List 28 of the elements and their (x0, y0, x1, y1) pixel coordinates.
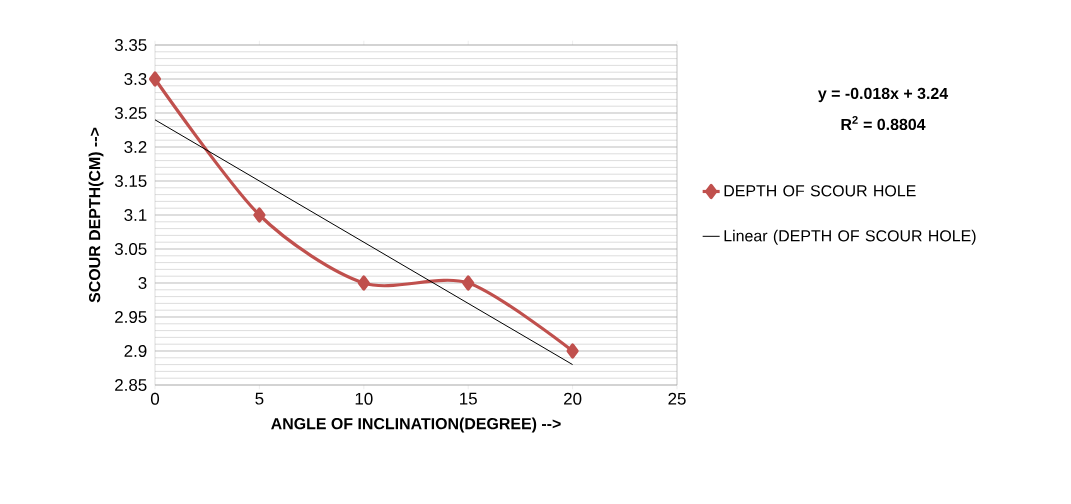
x-axis-title: ANGLE OF INCLINATION(DEGREE) --> (271, 417, 561, 433)
x-tick-label: 15 (460, 392, 477, 405)
y-tick-label: 3.35 (114, 39, 147, 51)
legend-label: Linear (DEPTH OF SCOUR HOLE) (724, 229, 976, 245)
point (253, 207, 266, 223)
x-tick-label: 20 (564, 392, 582, 405)
y-tick-label: 2.9 (124, 345, 147, 357)
point (566, 343, 579, 359)
y-tick-label: 2.95 (115, 311, 147, 323)
y-tick-label: 3.15 (114, 175, 147, 187)
y-axis-title: SCOUR DEPTH(CM) --> (88, 127, 104, 303)
y-tick-label: 3.05 (114, 243, 147, 255)
point (462, 275, 475, 291)
x-tick-label: 25 (668, 392, 686, 405)
x-tick-label: 10 (355, 392, 373, 405)
x-tick-label: 5 (255, 392, 264, 405)
y-tick-label: 3.1 (124, 209, 147, 221)
y-tick-label: 2.85 (115, 379, 147, 391)
x-tick-label: 0 (150, 392, 160, 405)
point (357, 275, 370, 291)
y-tick-label: 3.2 (124, 141, 147, 153)
text: y = -0.018x + 3.24 (817, 87, 949, 103)
text: R$^{2}$ = 0.8804 (841, 115, 926, 131)
legend-label: DEPTH OF SCOUR HOLE (724, 185, 916, 197)
y-tick-label: 3.25 (114, 107, 147, 119)
y-tick-label: 3.3 (124, 73, 147, 85)
y-tick-label: 3 (138, 277, 147, 289)
point (148, 71, 162, 87)
